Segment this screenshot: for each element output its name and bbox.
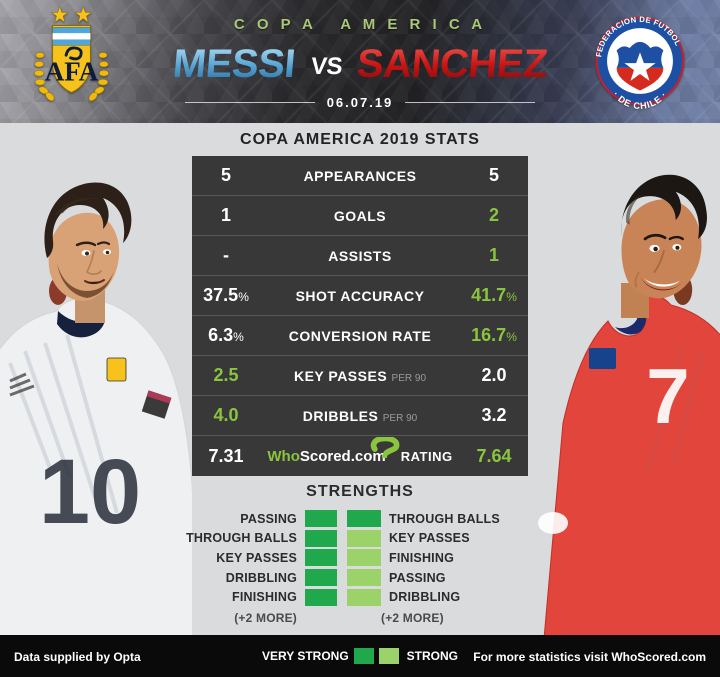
svg-text:7: 7: [646, 352, 689, 440]
